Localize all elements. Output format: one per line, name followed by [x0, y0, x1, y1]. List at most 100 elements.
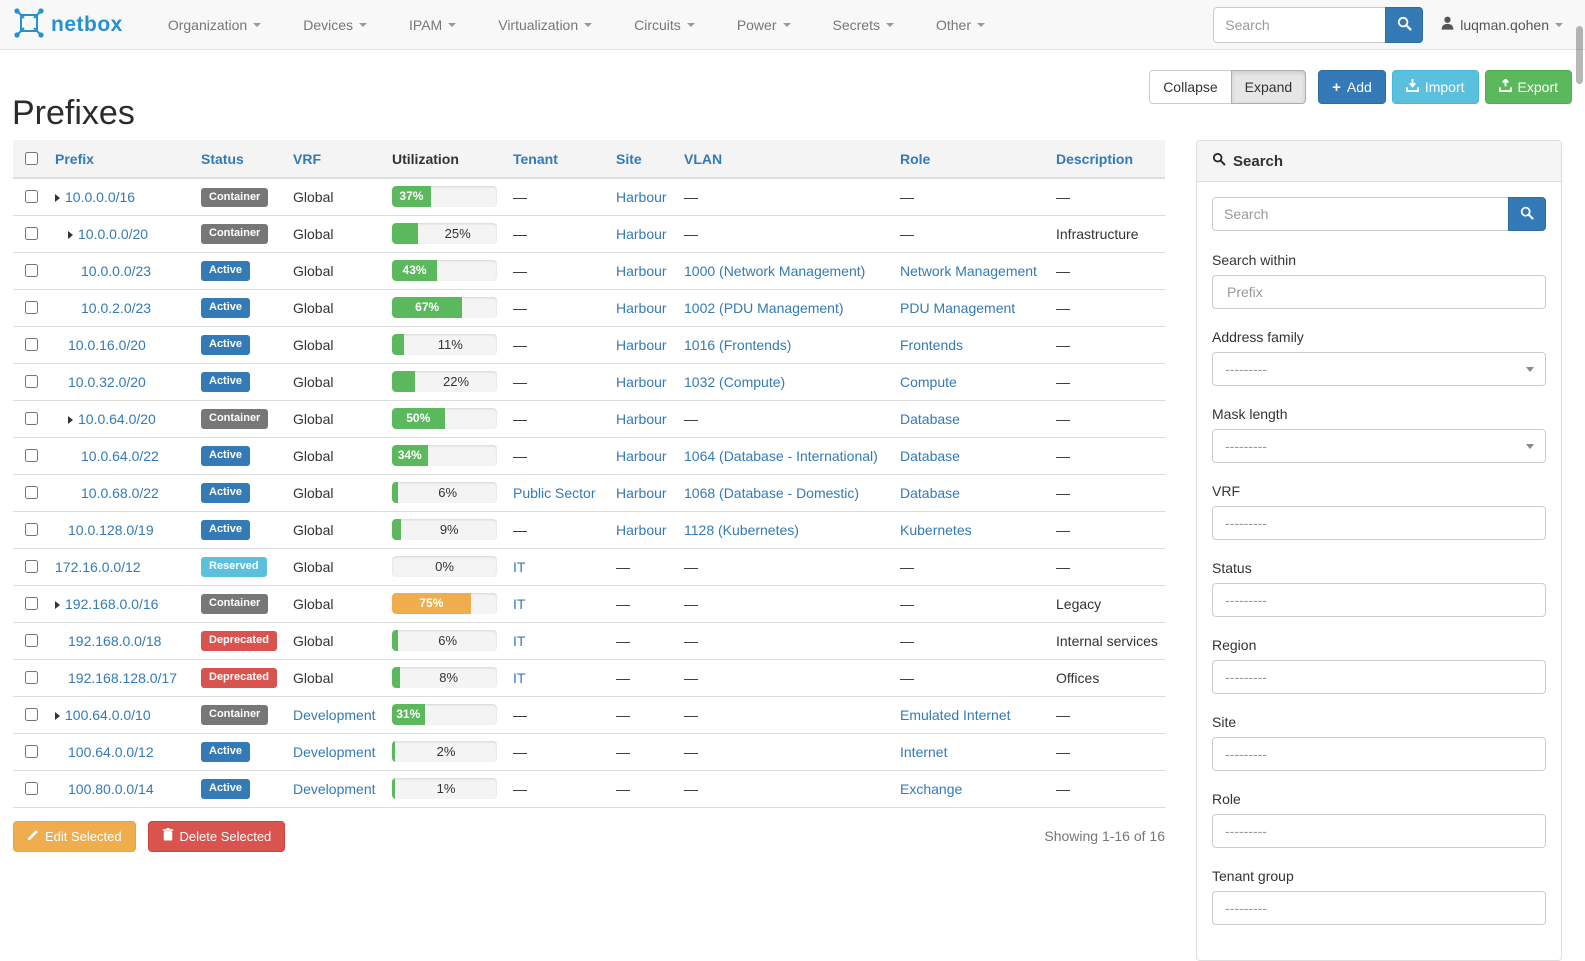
nav-menu-organization[interactable]: Organization: [147, 0, 282, 50]
tenant-group-select[interactable]: ---------: [1212, 891, 1546, 925]
column-header-prefix[interactable]: Prefix: [47, 140, 193, 179]
scrollbar-thumb[interactable]: [1576, 26, 1583, 84]
filter-search-input[interactable]: [1212, 197, 1508, 231]
prefix-link[interactable]: 10.0.16.0/20: [68, 336, 146, 353]
column-header-status[interactable]: Status: [193, 140, 285, 179]
site-link[interactable]: Harbour: [616, 299, 667, 316]
vlan-link[interactable]: 1068 (Database - Domestic): [684, 484, 860, 501]
region-select[interactable]: ---------: [1212, 660, 1546, 694]
site-link[interactable]: Harbour: [616, 521, 667, 538]
tenant-link[interactable]: IT: [513, 595, 526, 612]
vlan-link[interactable]: 1016 (Frontends): [684, 336, 792, 353]
prefix-link[interactable]: 10.0.2.0/23: [81, 299, 152, 316]
row-checkbox[interactable]: [25, 264, 38, 277]
expand-caret-icon[interactable]: [55, 711, 60, 720]
role-link[interactable]: Internet: [900, 743, 948, 760]
prefix-link[interactable]: 10.0.64.0/20: [78, 410, 156, 427]
nav-menu-power[interactable]: Power: [716, 0, 812, 50]
filter-search-button[interactable]: [1508, 197, 1546, 231]
site-link[interactable]: Harbour: [616, 447, 667, 464]
site-link[interactable]: Harbour: [616, 484, 667, 501]
address-family-select[interactable]: ---------: [1212, 352, 1546, 386]
row-checkbox[interactable]: [25, 301, 38, 314]
role-link[interactable]: Database: [900, 447, 960, 464]
nav-menu-other[interactable]: Other: [915, 0, 1006, 50]
vrf-link[interactable]: Development: [293, 743, 376, 760]
vlan-link[interactable]: 1064 (Database - International): [684, 447, 878, 464]
role-link[interactable]: Database: [900, 484, 960, 501]
tenant-link[interactable]: IT: [513, 669, 526, 686]
prefix-link[interactable]: 100.80.0.0/14: [68, 780, 154, 797]
select-all-checkbox[interactable]: [25, 152, 38, 165]
row-checkbox[interactable]: [25, 597, 38, 610]
prefix-link[interactable]: 10.0.0.0/16: [65, 188, 136, 205]
row-checkbox[interactable]: [25, 708, 38, 721]
row-checkbox[interactable]: [25, 190, 38, 204]
column-header-vlan[interactable]: VLAN: [676, 140, 892, 179]
role-link[interactable]: Compute: [900, 373, 957, 390]
user-menu[interactable]: luqman.qohen: [1441, 16, 1571, 33]
mask-length-select[interactable]: ---------: [1212, 429, 1546, 463]
navbar-search-input[interactable]: [1213, 6, 1386, 43]
edit-selected-button[interactable]: Edit Selected: [13, 821, 136, 852]
prefix-link[interactable]: 100.64.0.0/10: [65, 706, 151, 723]
nav-menu-devices[interactable]: Devices: [282, 0, 388, 50]
nav-menu-virtualization[interactable]: Virtualization: [477, 0, 613, 50]
role-link[interactable]: Frontends: [900, 336, 964, 353]
prefix-link[interactable]: 10.0.32.0/20: [68, 373, 146, 390]
prefix-link[interactable]: 10.0.0.0/20: [78, 225, 149, 242]
row-checkbox[interactable]: [25, 523, 38, 536]
column-header-role[interactable]: Role: [892, 140, 1048, 179]
prefix-link[interactable]: 10.0.0.0/23: [81, 262, 152, 279]
row-checkbox[interactable]: [25, 412, 38, 425]
row-checkbox[interactable]: [25, 671, 38, 684]
nav-menu-secrets[interactable]: Secrets: [812, 0, 915, 50]
expand-button[interactable]: Expand: [1230, 70, 1307, 104]
delete-selected-button[interactable]: Delete Selected: [147, 820, 286, 852]
nav-menu-ipam[interactable]: IPAM: [388, 0, 477, 50]
row-checkbox[interactable]: [25, 745, 38, 758]
row-checkbox[interactable]: [25, 375, 38, 388]
vlan-link[interactable]: 1002 (PDU Management): [684, 299, 844, 316]
prefix-link[interactable]: 192.168.0.0/18: [68, 632, 162, 649]
site-link[interactable]: Harbour: [616, 410, 667, 427]
prefix-link[interactable]: 10.0.64.0/22: [81, 447, 159, 464]
role-link[interactable]: PDU Management: [900, 299, 1016, 316]
expand-caret-icon[interactable]: [55, 600, 60, 609]
nav-menu-circuits[interactable]: Circuits: [613, 0, 716, 50]
column-header-description[interactable]: Description: [1048, 140, 1165, 179]
column-header-vrf[interactable]: VRF: [285, 140, 384, 179]
row-checkbox[interactable]: [25, 338, 38, 351]
vrf-select[interactable]: ---------: [1212, 506, 1546, 540]
vrf-link[interactable]: Development: [293, 706, 376, 723]
vlan-link[interactable]: 1128 (Kubernetes): [684, 521, 799, 538]
prefix-link[interactable]: 172.16.0.0/12: [55, 558, 141, 575]
row-checkbox[interactable]: [25, 227, 38, 240]
role-link[interactable]: Kubernetes: [900, 521, 972, 538]
site-link[interactable]: Harbour: [616, 225, 667, 242]
role-link[interactable]: Exchange: [900, 780, 963, 797]
add-button[interactable]: + Add: [1318, 70, 1386, 104]
site-link[interactable]: Harbour: [616, 262, 667, 279]
search-within-input[interactable]: [1225, 283, 1533, 301]
expand-caret-icon[interactable]: [68, 415, 73, 424]
prefix-link[interactable]: 192.168.0.0/16: [65, 595, 159, 612]
tenant-link[interactable]: Public Sector: [513, 484, 596, 501]
role-link[interactable]: Network Management: [900, 262, 1037, 279]
vrf-link[interactable]: Development: [293, 780, 376, 797]
column-header-tenant[interactable]: Tenant: [505, 140, 608, 179]
row-checkbox[interactable]: [25, 782, 38, 795]
tenant-link[interactable]: IT: [513, 558, 526, 575]
import-button[interactable]: Import: [1391, 70, 1479, 104]
navbar-search-button[interactable]: [1385, 6, 1424, 43]
status-select[interactable]: ---------: [1212, 583, 1546, 617]
vlan-link[interactable]: 1032 (Compute): [684, 373, 786, 390]
row-checkbox[interactable]: [25, 560, 38, 573]
prefix-link[interactable]: 100.64.0.0/12: [68, 743, 154, 760]
netbox-logo[interactable]: netbox: [14, 8, 123, 41]
row-checkbox[interactable]: [25, 634, 38, 647]
site-select[interactable]: ---------: [1212, 737, 1546, 771]
site-link[interactable]: Harbour: [616, 188, 667, 205]
prefix-link[interactable]: 192.168.128.0/17: [68, 669, 177, 686]
expand-caret-icon[interactable]: [68, 230, 73, 239]
